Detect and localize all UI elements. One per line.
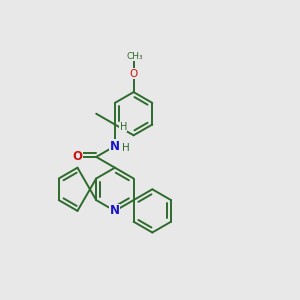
Text: N: N	[110, 204, 120, 218]
Text: H: H	[120, 122, 127, 132]
Text: O: O	[130, 69, 138, 79]
Text: H: H	[122, 142, 129, 153]
Text: O: O	[73, 150, 83, 164]
Text: N: N	[110, 140, 120, 153]
Text: CH₃: CH₃	[127, 52, 143, 61]
